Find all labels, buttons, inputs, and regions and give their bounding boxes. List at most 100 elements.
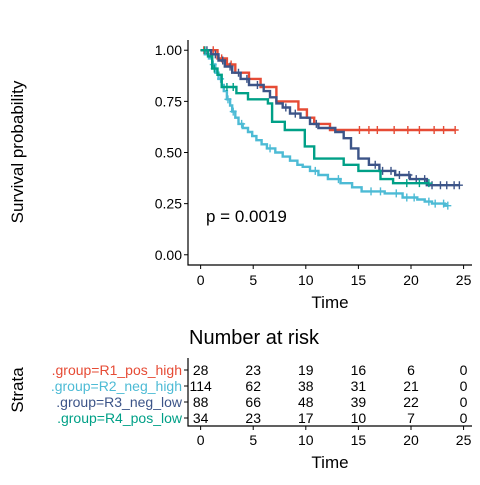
survival-axes: 0.00 0.25 0.50 0.75 1.00 0 5 10 15 20 25 [155, 40, 472, 288]
risk-cell: 28 [193, 362, 209, 378]
risk-cell: 17 [298, 410, 314, 426]
risk-cell: 23 [245, 362, 261, 378]
x-axis-title: Time [311, 293, 348, 312]
censor-mark [395, 171, 403, 179]
risk-cell: 19 [298, 362, 314, 378]
censor-mark [224, 95, 232, 104]
risk-x-tick-label: 0 [197, 432, 205, 448]
risk-cell: 34 [193, 410, 209, 426]
risk-table-cells: .group=R1_pos_high 28 23 19 16 6 0 .group=R2_ne… [51, 362, 468, 426]
censor-mark [451, 126, 459, 134]
y-tick-label: 1.00 [155, 42, 182, 58]
risk-cell: 88 [193, 394, 209, 410]
y-tick-label: 0.75 [155, 93, 182, 109]
censor-mark [436, 181, 444, 190]
censor-mark [211, 50, 219, 59]
censor-mark [223, 83, 231, 92]
censor-mark [229, 107, 237, 116]
risk-row-label: .group=R2_neg_high [51, 378, 182, 394]
censor-mark [226, 62, 234, 71]
risk-x-tick-label: 20 [403, 432, 419, 448]
censor-mark [404, 126, 412, 134]
censor-mark [266, 144, 274, 153]
risk-table-axes: 0 5 10 15 20 25 [184, 358, 472, 448]
censor-mark [229, 83, 237, 92]
censor-mark [367, 187, 375, 196]
censor-mark [365, 126, 373, 134]
risk-x-tick-label: 15 [351, 432, 367, 448]
risk-cell: 62 [245, 378, 261, 394]
risk-row-label: .group=R4_pos_low [57, 410, 183, 426]
survival-plot: 0.00 0.25 0.50 0.75 1.00 0 5 10 15 20 25 Survival … [8, 40, 472, 312]
censor-mark [253, 81, 261, 89]
y-axis-title: Survival probability [8, 80, 27, 223]
survival-curve-4 [200, 49, 429, 185]
censor-mark [243, 74, 251, 83]
risk-x-tick-label: 5 [249, 432, 257, 448]
x-tick-label: 5 [249, 272, 257, 288]
censor-mark [431, 199, 439, 208]
censor-mark [210, 64, 218, 73]
censor-mark [371, 160, 379, 169]
x-tick-label: 20 [403, 272, 419, 288]
risk-table-y-title: Strata [8, 367, 27, 413]
risk-row-label: .group=R3_neg_low [56, 394, 183, 410]
censor-mark [234, 68, 242, 77]
y-tick-label: 0.25 [155, 196, 182, 212]
risk-cell: 0 [460, 378, 468, 394]
risk-cell: 31 [351, 378, 367, 394]
censor-mark [443, 181, 451, 190]
risk-table: Number at risk Strata .group=R1_pos_high… [8, 327, 472, 472]
censor-mark [428, 181, 436, 190]
y-tick-label: 0.50 [155, 145, 182, 161]
risk-cell: 0 [460, 410, 468, 426]
censor-mark [201, 46, 209, 55]
censor-mark [282, 103, 290, 112]
censor-mark [312, 119, 320, 128]
censor-mark [455, 181, 463, 190]
survival-curves [200, 46, 463, 210]
censor-mark [440, 126, 448, 134]
risk-cell: 21 [403, 378, 419, 394]
censor-mark [238, 119, 246, 128]
censor-mark [403, 179, 411, 188]
risk-cell: 16 [351, 362, 367, 378]
risk-cell: 6 [407, 362, 415, 378]
x-tick-label: 25 [456, 272, 472, 288]
risk-cell: 22 [403, 394, 419, 410]
censor-mark [412, 175, 420, 184]
censor-mark [425, 197, 433, 206]
censor-mark [415, 179, 423, 188]
survival-curve-3 [200, 49, 460, 187]
x-tick-label: 10 [298, 272, 314, 288]
censor-mark [430, 126, 438, 134]
risk-cell: 48 [298, 394, 314, 410]
censor-mark [373, 126, 381, 134]
risk-x-tick-label: 25 [456, 432, 472, 448]
risk-cell: 0 [460, 362, 468, 378]
censor-mark [334, 175, 342, 184]
y-tick-label: 0.00 [155, 247, 182, 263]
censor-mark [403, 193, 411, 202]
x-tick-label: 15 [351, 272, 367, 288]
risk-row-label: .group=R1_pos_high [52, 362, 182, 378]
censor-mark [421, 175, 429, 184]
risk-table-title: Number at risk [189, 327, 320, 349]
censor-mark [355, 126, 363, 134]
x-tick-label: 0 [197, 272, 205, 288]
censor-mark [405, 171, 413, 179]
p-value-annotation: p = 0.0019 [206, 207, 287, 226]
censor-mark [219, 56, 227, 65]
censor-mark [390, 126, 398, 134]
censor-mark [376, 187, 384, 196]
risk-cell: 114 [189, 378, 212, 394]
censor-mark [291, 109, 299, 118]
risk-cell: 7 [407, 410, 415, 426]
risk-cell: 39 [351, 394, 367, 410]
risk-x-tick-label: 10 [298, 432, 314, 448]
risk-cell: 66 [245, 394, 261, 410]
risk-cell: 10 [351, 410, 367, 426]
censor-mark [410, 193, 418, 202]
